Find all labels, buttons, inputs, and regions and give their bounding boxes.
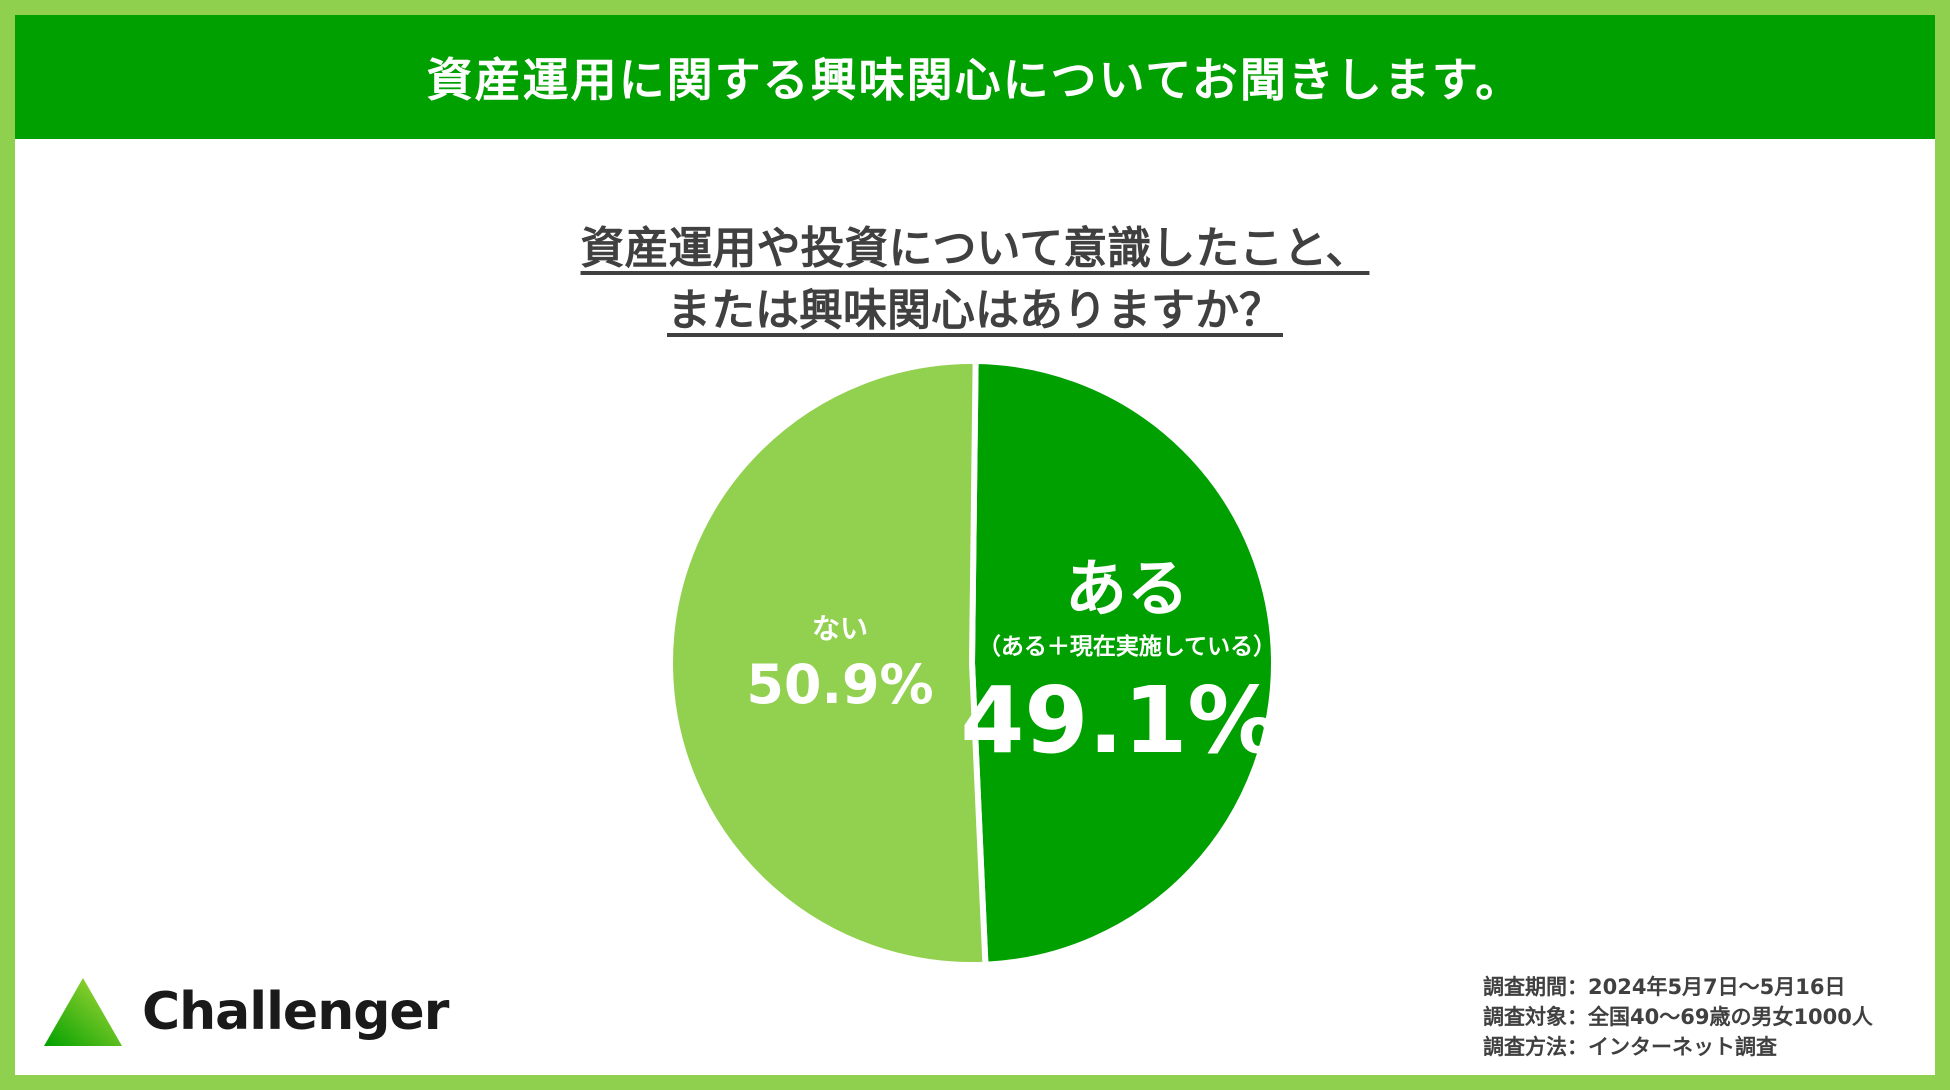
logo-text: Challenger bbox=[142, 982, 449, 1042]
survey-period: 調査期間：2024年5月7日～5月16日 bbox=[1483, 975, 1846, 999]
pie-slice-no bbox=[666, 358, 989, 968]
company-logo: Challenger bbox=[42, 976, 449, 1048]
question-line-2: または興味関心はありますか？ bbox=[667, 285, 1283, 336]
pie-slice-yes bbox=[969, 358, 1277, 968]
survey-target: 調査対象：全国40～69歳の男女1000人 bbox=[1483, 1005, 1873, 1029]
triangle-logo-icon bbox=[44, 978, 122, 1046]
survey-info: 調査期間：2024年5月7日～5月16日 調査対象：全国40～69歳の男女100… bbox=[1483, 972, 1873, 1062]
slice-label-no: ない bbox=[812, 612, 868, 645]
question-line-1: 資産運用や投資について意識したこと、 bbox=[580, 223, 1370, 274]
slice-value-yes: 49.1% bbox=[960, 667, 1279, 774]
header-banner: 資産運用に関する興味関心についてお聞きします。 bbox=[15, 15, 1935, 139]
slice-sublabel-yes: （ある＋現在実施している） bbox=[978, 633, 1276, 660]
question-title: 資産運用や投資について意識したこと、 または興味関心はありますか？ bbox=[0, 218, 1950, 342]
slice-label-yes: ある bbox=[1065, 552, 1189, 625]
slice-value-no: 50.9% bbox=[746, 653, 933, 716]
header-title: 資産運用に関する興味関心についてお聞きします。 bbox=[426, 53, 1524, 107]
survey-method: 調査方法：インターネット調査 bbox=[1483, 1035, 1777, 1059]
